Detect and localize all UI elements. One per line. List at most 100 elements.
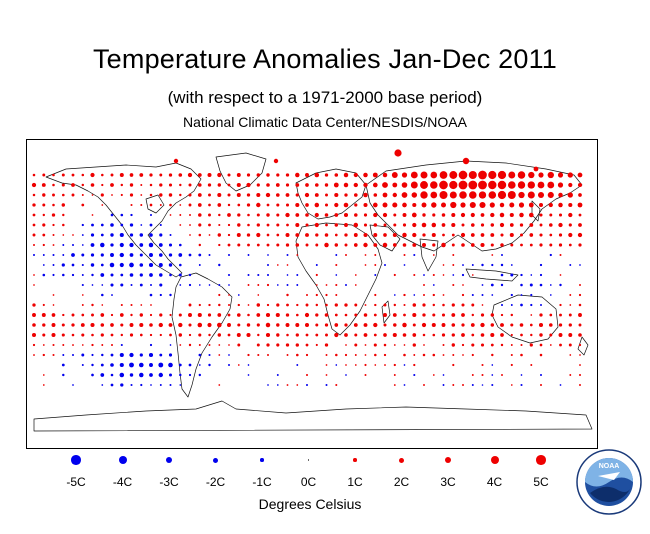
anomaly-dot [110, 343, 114, 347]
anomaly-dot [198, 333, 202, 337]
anomaly-dot [217, 233, 221, 237]
anomaly-dot [227, 223, 231, 227]
anomaly-dot [101, 293, 104, 297]
anomaly-dot [247, 374, 250, 376]
anomaly-dot [568, 182, 573, 188]
anomaly-dot [363, 242, 368, 248]
anomaly-dot [441, 313, 446, 317]
anomaly-dot [520, 343, 523, 347]
anomaly-dot [364, 363, 367, 367]
anomaly-dot [558, 222, 563, 228]
anomaly-dot [149, 183, 153, 187]
anomaly-dot [159, 293, 162, 297]
anomaly-dot [110, 213, 114, 217]
anomaly-dot [353, 233, 358, 237]
anomaly-dot [168, 243, 173, 247]
anomaly-dot [139, 333, 143, 337]
anomaly-dot [569, 304, 572, 306]
anomaly-dot [198, 284, 201, 286]
anomaly-dot [62, 213, 65, 217]
anomaly-dots [31, 149, 583, 387]
anomaly-dot [559, 254, 562, 256]
anomaly-dot [354, 274, 357, 276]
noaa-logo-icon: NOAA [576, 449, 642, 515]
anomaly-dot [197, 203, 202, 207]
anomaly-dot [198, 223, 202, 227]
anomaly-dot [518, 202, 525, 208]
anomaly-dot [441, 333, 446, 337]
anomaly-dot [285, 212, 290, 218]
anomaly-dot [237, 294, 240, 296]
anomaly-dot [159, 223, 162, 227]
anomaly-dot [169, 373, 172, 377]
anomaly-dot [266, 343, 270, 347]
anomaly-dot [334, 332, 339, 338]
anomaly-dot [579, 354, 581, 356]
anomaly-dot [441, 213, 446, 217]
anomaly-dot [422, 353, 426, 357]
anomaly-dot [62, 244, 65, 246]
anomaly-dot [227, 173, 231, 177]
anomaly-dot [568, 243, 572, 247]
anomaly-dot [71, 333, 75, 337]
anomaly-dot [558, 243, 563, 247]
anomaly-dot [139, 263, 144, 267]
anomaly-dot [187, 172, 193, 178]
anomaly-dot [217, 322, 222, 328]
anomaly-dot [451, 313, 456, 317]
anomaly-dot [578, 223, 582, 227]
anomaly-dot [459, 191, 467, 199]
anomaly-dot [42, 173, 46, 177]
anomaly-dot [120, 273, 124, 277]
anomaly-dot [412, 312, 417, 318]
anomaly-dot [500, 313, 504, 317]
anomaly-dot [442, 274, 445, 276]
anomaly-dot [227, 313, 231, 317]
anomaly-dot [81, 344, 84, 346]
anomaly-dot [530, 364, 533, 366]
legend-dot [399, 457, 404, 463]
anomaly-dot [296, 303, 299, 307]
anomaly-dot [169, 234, 172, 236]
anomaly-dot [305, 383, 309, 387]
anomaly-dot [461, 313, 465, 317]
anomaly-dot [335, 263, 338, 267]
anomaly-dot [305, 203, 309, 207]
anomaly-dot [247, 274, 250, 276]
anomaly-dot [558, 213, 563, 217]
anomaly-dot [217, 333, 222, 337]
anomaly-dot [178, 253, 183, 257]
anomaly-dot [72, 384, 74, 386]
legend-dot [353, 458, 357, 462]
anomaly-dot [559, 283, 562, 287]
anomaly-dot [422, 333, 426, 337]
map-subtitle: (with respect to a 1971-2000 base period… [167, 88, 483, 107]
anomaly-dot [100, 273, 105, 277]
anomaly-dot [305, 353, 309, 357]
madagascar-outline [381, 300, 391, 324]
anomaly-dot [441, 202, 446, 208]
anomaly-dot [529, 323, 533, 327]
anomaly-dot [412, 343, 416, 347]
anomaly-dot [500, 243, 504, 247]
anomaly-dot [559, 384, 562, 386]
anomaly-dot [120, 343, 123, 347]
anomaly-dot [198, 364, 201, 366]
anomaly-dot [90, 263, 95, 267]
anomaly-dot [569, 294, 572, 296]
anomaly-dot [528, 171, 535, 179]
anomaly-dot [51, 323, 56, 327]
anomaly-dot [52, 193, 55, 197]
anomaly-dot [539, 283, 543, 287]
anomaly-dot [286, 303, 289, 307]
legend-dot [118, 456, 127, 464]
anomaly-dot [413, 363, 416, 367]
anomaly-dot [527, 191, 535, 199]
legend-label: -1C [252, 475, 272, 489]
anomaly-dot [481, 363, 484, 367]
anomaly-dot [159, 313, 163, 317]
anomaly-dot [420, 181, 428, 189]
anomaly-dot [119, 242, 124, 248]
anomaly-dot [139, 243, 144, 247]
anomaly-dot [334, 202, 339, 208]
